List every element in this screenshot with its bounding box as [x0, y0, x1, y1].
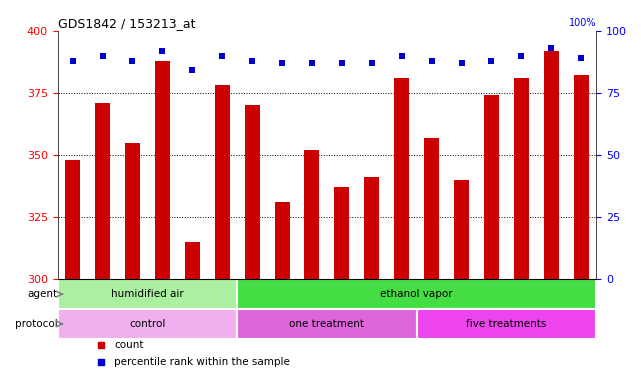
Bar	[335, 187, 349, 279]
Text: percentile rank within the sample: percentile rank within the sample	[114, 357, 290, 367]
Text: control: control	[129, 319, 165, 329]
Bar	[237, 279, 596, 309]
Bar	[58, 279, 237, 309]
Text: 100%: 100%	[569, 18, 596, 28]
Point	[187, 68, 197, 74]
Point	[307, 60, 317, 66]
Point	[277, 60, 287, 66]
Point	[456, 60, 467, 66]
Text: protocol: protocol	[15, 319, 58, 329]
Bar	[237, 309, 417, 339]
Bar	[574, 75, 588, 279]
Point	[397, 53, 407, 59]
Text: five treatments: five treatments	[466, 319, 547, 329]
Bar	[185, 242, 200, 279]
Point	[516, 53, 526, 59]
Point	[426, 58, 437, 64]
Bar	[95, 103, 110, 279]
Point	[367, 60, 377, 66]
Bar	[155, 61, 170, 279]
Point	[157, 48, 167, 54]
Point	[67, 58, 78, 64]
Point	[576, 55, 587, 61]
Text: GDS1842 / 153213_at: GDS1842 / 153213_at	[58, 17, 196, 30]
Bar	[424, 137, 439, 279]
Bar	[304, 150, 319, 279]
Bar	[58, 309, 237, 339]
Bar	[215, 85, 229, 279]
Bar	[514, 78, 529, 279]
Point	[97, 53, 108, 59]
Bar	[454, 180, 469, 279]
Bar	[417, 309, 596, 339]
Text: count: count	[114, 340, 144, 350]
Text: humidified air: humidified air	[111, 289, 184, 299]
Bar	[394, 78, 409, 279]
Point	[546, 45, 556, 51]
Text: agent: agent	[28, 289, 58, 299]
Bar	[65, 160, 80, 279]
Bar	[484, 95, 499, 279]
Point	[337, 60, 347, 66]
Bar	[245, 105, 260, 279]
Text: one treatment: one treatment	[289, 319, 365, 329]
Point	[487, 58, 497, 64]
Text: ethanol vapor: ethanol vapor	[380, 289, 453, 299]
Point	[217, 53, 228, 59]
Bar	[274, 202, 290, 279]
Point	[96, 342, 106, 348]
Bar	[125, 142, 140, 279]
Point	[96, 359, 106, 365]
Bar	[364, 177, 379, 279]
Point	[128, 58, 138, 64]
Point	[247, 58, 257, 64]
Bar	[544, 51, 559, 279]
